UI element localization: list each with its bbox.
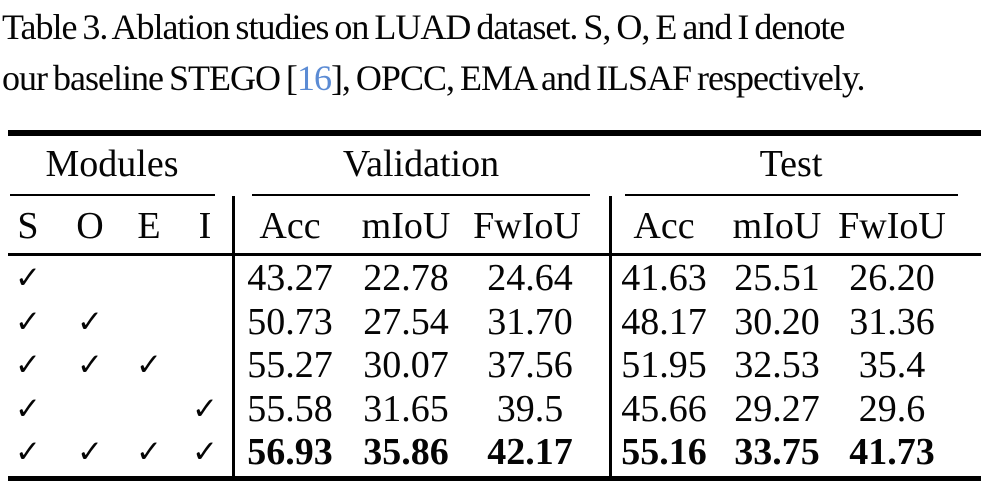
test-value: 35.4 — [858, 344, 926, 386]
col-header-val-acc: Acc — [259, 205, 321, 247]
test-value: 41.63 — [621, 257, 707, 299]
check-icon-s: ✓ — [15, 390, 41, 427]
test-value: 29.27 — [734, 387, 820, 430]
validation-value: 27.54 — [363, 300, 449, 343]
check-icon-s: ✓ — [15, 434, 41, 470]
test-value: 26.20 — [849, 257, 935, 299]
check-icon-e: ✓ — [136, 347, 162, 383]
validation-value: 55.58 — [247, 387, 333, 430]
table-row: ✓ 43.27 22.78 24.64 41.63 25.51 26.20 — [0, 257, 995, 301]
col-header-test-acc: Acc — [633, 205, 695, 247]
caption-line-1: Table 3. Ablation studies on LUAD datase… — [2, 2, 865, 53]
col-header-val-miou: mIoU — [361, 205, 451, 247]
test-value: 29.6 — [858, 387, 926, 430]
citation-link[interactable]: 16 — [296, 58, 332, 98]
caption-text-2-post: ], OPCC, EMA and ILSAF respectively. — [330, 58, 866, 98]
test-value: 33.75 — [734, 431, 820, 473]
check-icon-o: ✓ — [77, 347, 103, 383]
check-icon-s: ✓ — [15, 303, 41, 340]
table-caption: Table 3. Ablation studies on LUAD datase… — [2, 2, 866, 104]
caption-line-2: our baseline STEGO [16], OPCC, EMA and I… — [2, 53, 866, 104]
test-value: 32.53 — [734, 344, 820, 386]
check-icon-o: ✓ — [77, 434, 103, 470]
validation-underline-rule — [252, 194, 590, 196]
col-header-test-miou: mIoU — [732, 205, 822, 247]
table-row: ✓ ✓ ✓ 55.27 30.07 37.56 51.95 32.53 35.4 — [0, 344, 995, 388]
check-icon-s: ✓ — [15, 347, 41, 383]
check-icon-i: ✓ — [192, 434, 218, 470]
validation-value: 30.07 — [363, 344, 449, 386]
table-body: ✓ 43.27 22.78 24.64 41.63 25.51 26.20 ✓ ✓ 50.73 27… — [0, 257, 995, 476]
test-value: 55.16 — [621, 431, 707, 473]
validation-value: 31.70 — [487, 300, 573, 343]
table-row: ✓ ✓ 50.73 27.54 31.70 48.17 30.20 31.36 — [0, 301, 995, 345]
group-header-test: Test — [759, 143, 823, 185]
validation-value: 55.27 — [247, 344, 333, 386]
check-icon-o: ✓ — [77, 303, 103, 340]
check-icon-i: ✓ — [192, 390, 218, 427]
test-value: 25.51 — [734, 257, 820, 299]
table-row: ✓ ✓ ✓ ✓ 56.93 35.86 42.17 55.16 33.75 41.73 — [0, 431, 995, 475]
validation-value: 43.27 — [247, 257, 333, 299]
validation-value: 56.93 — [247, 431, 333, 473]
validation-value: 42.17 — [487, 431, 573, 473]
validation-value: 39.5 — [496, 387, 564, 430]
test-value: 45.66 — [621, 387, 707, 430]
validation-test-separator — [609, 196, 612, 481]
caption-text-1: Table 3. Ablation studies on LUAD datase… — [2, 7, 845, 47]
table-top-rule — [8, 130, 981, 136]
col-header-val-fwiou: FwIoU — [473, 205, 581, 247]
group-header-modules: Modules — [45, 143, 179, 185]
validation-value: 31.65 — [363, 387, 449, 430]
header-body-rule — [8, 253, 981, 256]
test-underline-rule — [625, 194, 958, 196]
col-header-e: E — [137, 205, 161, 247]
col-header-o: O — [76, 205, 104, 247]
modules-underline-rule — [10, 194, 215, 196]
validation-value: 35.86 — [363, 431, 449, 473]
check-icon-e: ✓ — [136, 434, 162, 470]
col-header-s: S — [17, 205, 39, 247]
test-value: 30.20 — [734, 300, 820, 343]
test-value: 41.73 — [849, 431, 935, 473]
validation-value: 50.73 — [247, 300, 333, 343]
validation-value: 37.56 — [487, 344, 573, 386]
modules-validation-separator — [232, 196, 235, 481]
table-bottom-rule — [8, 476, 981, 481]
test-value: 48.17 — [621, 300, 707, 343]
col-header-test-fwiou: FwIoU — [838, 205, 946, 247]
group-header-validation: Validation — [342, 143, 500, 185]
validation-value: 22.78 — [363, 257, 449, 299]
col-header-i: I — [198, 205, 212, 247]
table-row: ✓ ✓ 55.58 31.65 39.5 45.66 29.27 29.6 — [0, 388, 995, 432]
test-value: 51.95 — [621, 344, 707, 386]
check-icon-s: ✓ — [15, 260, 41, 296]
test-value: 31.36 — [849, 300, 935, 343]
caption-text-2-pre: our baseline STEGO [ — [2, 58, 298, 98]
validation-value: 24.64 — [487, 257, 573, 299]
